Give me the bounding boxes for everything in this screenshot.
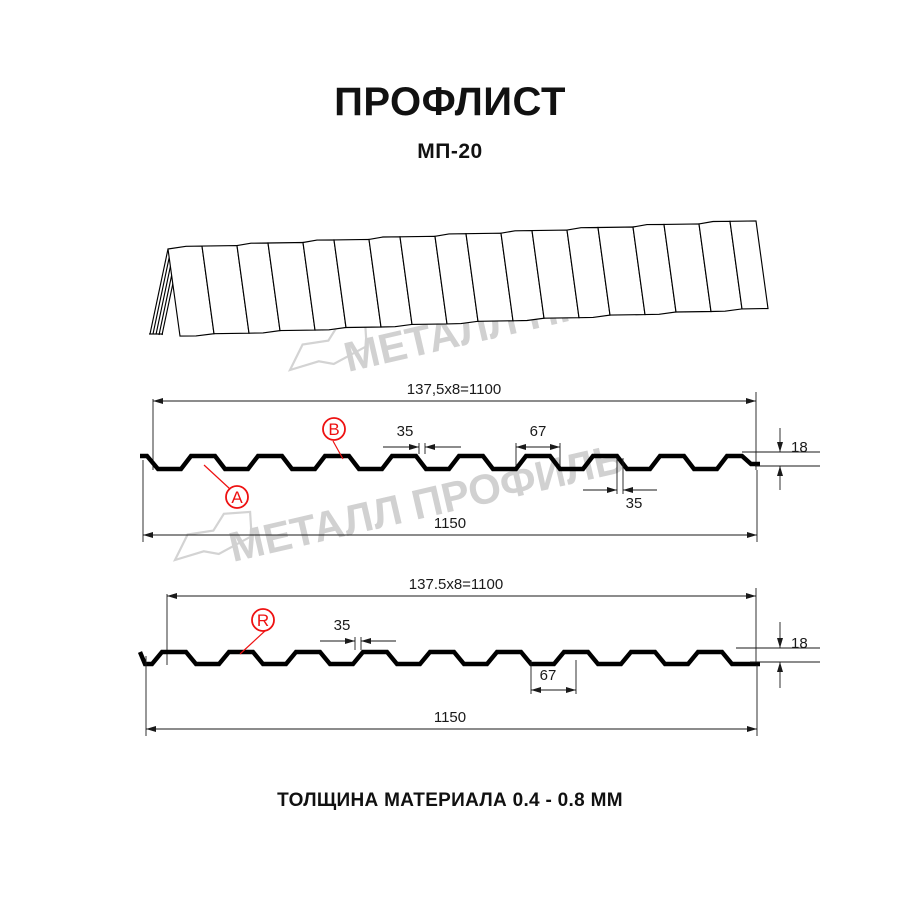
dim-label-rib-top-2: 35 bbox=[334, 617, 351, 634]
isometric-flat bbox=[729, 220, 769, 310]
marker-b: B bbox=[322, 417, 346, 460]
marker-r: R bbox=[239, 608, 275, 655]
marker-r-label: R bbox=[257, 611, 269, 630]
dim-rib-top-1 bbox=[383, 443, 461, 454]
dim-label-rib-bottom-2: 67 bbox=[540, 667, 557, 684]
dim-rib-top-2 bbox=[320, 637, 396, 650]
dim-label-rib-bottom-1: 67 bbox=[530, 423, 547, 440]
marker-b-circle bbox=[322, 417, 346, 441]
dim-rib-bottom-1 bbox=[515, 443, 561, 466]
marker-r-circle bbox=[251, 608, 275, 632]
material-thickness-note: ТОЛЩИНА МАТЕРИАЛА 0.4 - 0.8 ММ bbox=[277, 790, 623, 811]
dim-overall-top-1 bbox=[152, 392, 757, 470]
marker-a-label: A bbox=[231, 488, 243, 507]
marker-a: A bbox=[203, 464, 249, 509]
cross-section-r: 137.5x8=1100 R 35 bbox=[137, 576, 820, 736]
dim-overall-bottom-2 bbox=[145, 656, 758, 736]
dim-rib-top-lower-1 bbox=[583, 458, 657, 494]
dim-overall-bottom-1 bbox=[142, 460, 758, 542]
cross-section-a-b: 137,5x8=1100 B A bbox=[140, 381, 820, 542]
title-block: ПРОФЛИСТ МП-20 bbox=[0, 82, 900, 164]
page-title: ПРОФЛИСТ bbox=[334, 80, 566, 124]
profile-outline-2 bbox=[137, 649, 760, 667]
watermark-logo-icon bbox=[172, 510, 253, 562]
dim-label-overall-top-1: 137,5x8=1100 bbox=[407, 381, 501, 398]
marker-b-label: B bbox=[328, 420, 339, 439]
dim-height-2 bbox=[736, 622, 820, 688]
dim-label-overall-bottom-1: 1150 bbox=[434, 515, 466, 532]
model-subtitle: МП-20 bbox=[417, 140, 483, 163]
dim-label-rib-top-1: 35 bbox=[397, 423, 414, 440]
dim-label-overall-bottom-2: 1150 bbox=[434, 709, 466, 726]
watermark-label: МЕТАЛЛ ПРОФИЛЬ bbox=[224, 434, 628, 571]
profile-outline-1 bbox=[140, 453, 760, 472]
dim-label-overall-top-2: 137.5x8=1100 bbox=[409, 576, 503, 593]
isometric-sheet-view bbox=[149, 220, 769, 337]
marker-a-circle bbox=[225, 485, 249, 509]
dim-label-height-1: 18 bbox=[791, 439, 808, 456]
dim-label-height-2: 18 bbox=[791, 635, 808, 652]
dim-label-rib-top-lower-1: 35 bbox=[626, 495, 643, 512]
dim-height-1 bbox=[742, 428, 820, 490]
dim-rib-bottom-2 bbox=[530, 660, 577, 694]
